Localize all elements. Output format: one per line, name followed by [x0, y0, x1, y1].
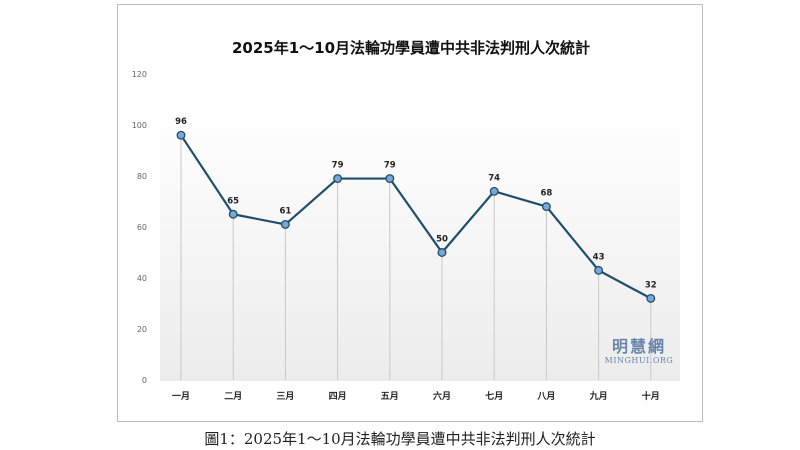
x-tick-label: 六月: [433, 390, 451, 402]
data-point: [280, 219, 290, 229]
y-tick-label: 60: [137, 223, 147, 232]
y-axis: 0 20 40 60 80 100 120: [132, 70, 147, 385]
data-label: 32: [645, 280, 657, 290]
watermark-chinese: 明慧網: [611, 337, 666, 356]
watermark-english: MINGHUI.ORG: [604, 356, 674, 365]
chart-frame: 2025年1～10月法輪功學員遭中共非法判刑人次統計 0 20 40 60 80 100 1…: [117, 4, 703, 422]
figure-caption: 圖1：2025年1～10月法輪功學員遭中共非法判刑人次統計: [204, 430, 596, 448]
x-tick-label: 二月: [224, 391, 242, 402]
data-point: [541, 202, 551, 212]
y-tick-label: 120: [132, 70, 147, 79]
data-label: 50: [436, 235, 448, 245]
series-line: [180, 134, 652, 300]
data-label: 65: [227, 196, 239, 206]
data-point: [228, 209, 238, 219]
x-tick-label: 四月: [329, 391, 347, 402]
data-label: 68: [540, 189, 552, 199]
data-label: 96: [175, 117, 187, 127]
x-tick-label: 五月: [381, 391, 399, 402]
data-point: [646, 293, 656, 303]
chart-title: 2025年1～10月法輪功學員遭中共非法判刑人次統計: [232, 39, 590, 57]
x-tick-label: 七月: [485, 390, 503, 402]
data-point: [333, 174, 343, 183]
drop-lines: [180, 135, 652, 380]
data-point: [385, 174, 395, 183]
y-tick-label: 40: [137, 274, 147, 283]
data-points: [176, 130, 656, 303]
x-tick-label: 九月: [589, 390, 608, 402]
plot-background: [160, 105, 680, 381]
data-labels: 96 65 61 79 79 50 74 68 43 32: [175, 117, 657, 290]
data-point: [176, 130, 186, 140]
y-tick-label: 0: [142, 376, 147, 385]
data-point: [594, 265, 604, 275]
data-label: 79: [332, 161, 344, 171]
series-polyline: [180, 134, 652, 300]
data-label: 74: [488, 173, 500, 183]
line-chart: 2025年1～10月法輪功學員遭中共非法判刑人次統計 0 20 40 60 80 100 1…: [132, 39, 680, 402]
data-point: [437, 248, 447, 257]
data-label: 61: [279, 206, 291, 216]
x-axis: 一月 二月 三月 四月 五月 六月 七月 八月 九月 十月: [172, 390, 660, 402]
y-tick-label: 100: [132, 121, 147, 130]
minghui-watermark: 明慧網 MINGHUI.ORG: [603, 333, 675, 365]
data-point: [489, 186, 499, 196]
y-tick-label: 80: [137, 172, 147, 181]
x-tick-label: 十月: [642, 390, 660, 402]
x-tick-label: 八月: [536, 391, 555, 402]
y-tick-label: 20: [137, 325, 147, 334]
data-label: 43: [593, 252, 605, 262]
data-label: 79: [384, 161, 396, 171]
x-tick-label: 一月: [172, 391, 190, 402]
x-tick-label: 三月: [276, 391, 294, 402]
